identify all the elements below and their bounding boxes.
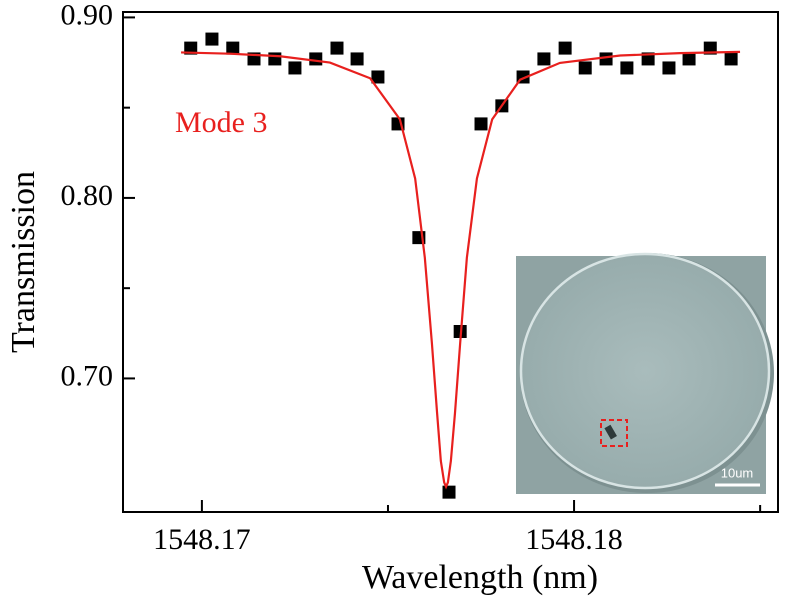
highlight-box bbox=[600, 419, 628, 447]
data-point bbox=[662, 61, 676, 75]
scale-label: 10um bbox=[721, 465, 754, 480]
fit-line bbox=[181, 50, 741, 490]
data-point bbox=[288, 61, 302, 75]
data-point bbox=[371, 70, 385, 84]
inset: 10um bbox=[516, 252, 774, 494]
disk bbox=[519, 252, 771, 490]
defect bbox=[604, 424, 617, 440]
data-point bbox=[620, 61, 634, 75]
data-point bbox=[268, 52, 282, 66]
plot-area bbox=[181, 32, 741, 499]
data-point bbox=[226, 41, 240, 55]
data-point bbox=[184, 41, 198, 55]
data-point bbox=[682, 52, 696, 66]
data-point bbox=[205, 32, 219, 46]
data-point bbox=[641, 52, 655, 66]
data-point bbox=[309, 52, 323, 66]
plot-frame bbox=[122, 11, 779, 513]
y-tick-label: 0.90 bbox=[61, 0, 114, 31]
data-point bbox=[442, 485, 456, 499]
data-point bbox=[330, 41, 344, 55]
y-axis-label: Transmission bbox=[5, 171, 42, 353]
x-tick-label: 1548.18 bbox=[525, 523, 623, 556]
data-point bbox=[599, 52, 613, 66]
x-axis-label: Wavelength (nm) bbox=[362, 559, 598, 596]
x-tick-label: 1548.17 bbox=[153, 523, 251, 556]
annotation: Mode 3 bbox=[175, 106, 268, 139]
y-tick-label: 0.70 bbox=[61, 359, 114, 392]
data-point bbox=[474, 117, 488, 131]
y-tick-label: 0.80 bbox=[61, 179, 114, 212]
data-point bbox=[537, 52, 551, 66]
data-point bbox=[724, 52, 738, 66]
data-point bbox=[350, 52, 364, 66]
data-point bbox=[558, 41, 572, 55]
data-point bbox=[578, 61, 592, 75]
